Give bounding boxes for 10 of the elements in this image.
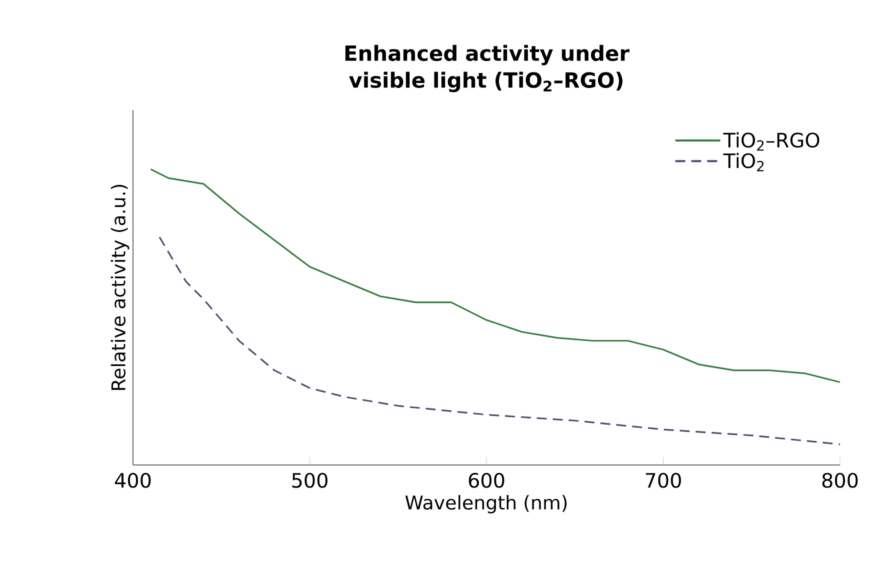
x-axis-title: Wavelength (nm) <box>405 495 567 514</box>
chart-title: Enhanced activity under visible light (TiO$_{2}$–RGO) <box>345 44 630 92</box>
legend-label: TiO$_{2}$ <box>723 152 764 172</box>
y-axis-title: Relative activity (a.u.) <box>110 184 130 390</box>
x-tick-label: 800 <box>822 472 858 488</box>
legend-label: TiO$_{2}$–RGO <box>723 132 820 151</box>
x-tick-label: 700 <box>646 472 681 488</box>
x-tick-label: 600 <box>468 472 504 488</box>
x-tick-label: 400 <box>114 472 151 488</box>
x-tick-label: 500 <box>292 472 328 488</box>
